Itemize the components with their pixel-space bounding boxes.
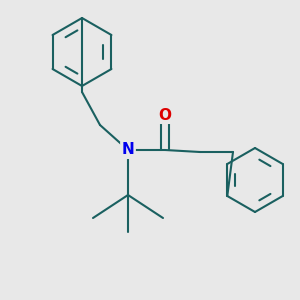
Text: O: O	[158, 107, 172, 122]
Text: N: N	[122, 142, 134, 158]
